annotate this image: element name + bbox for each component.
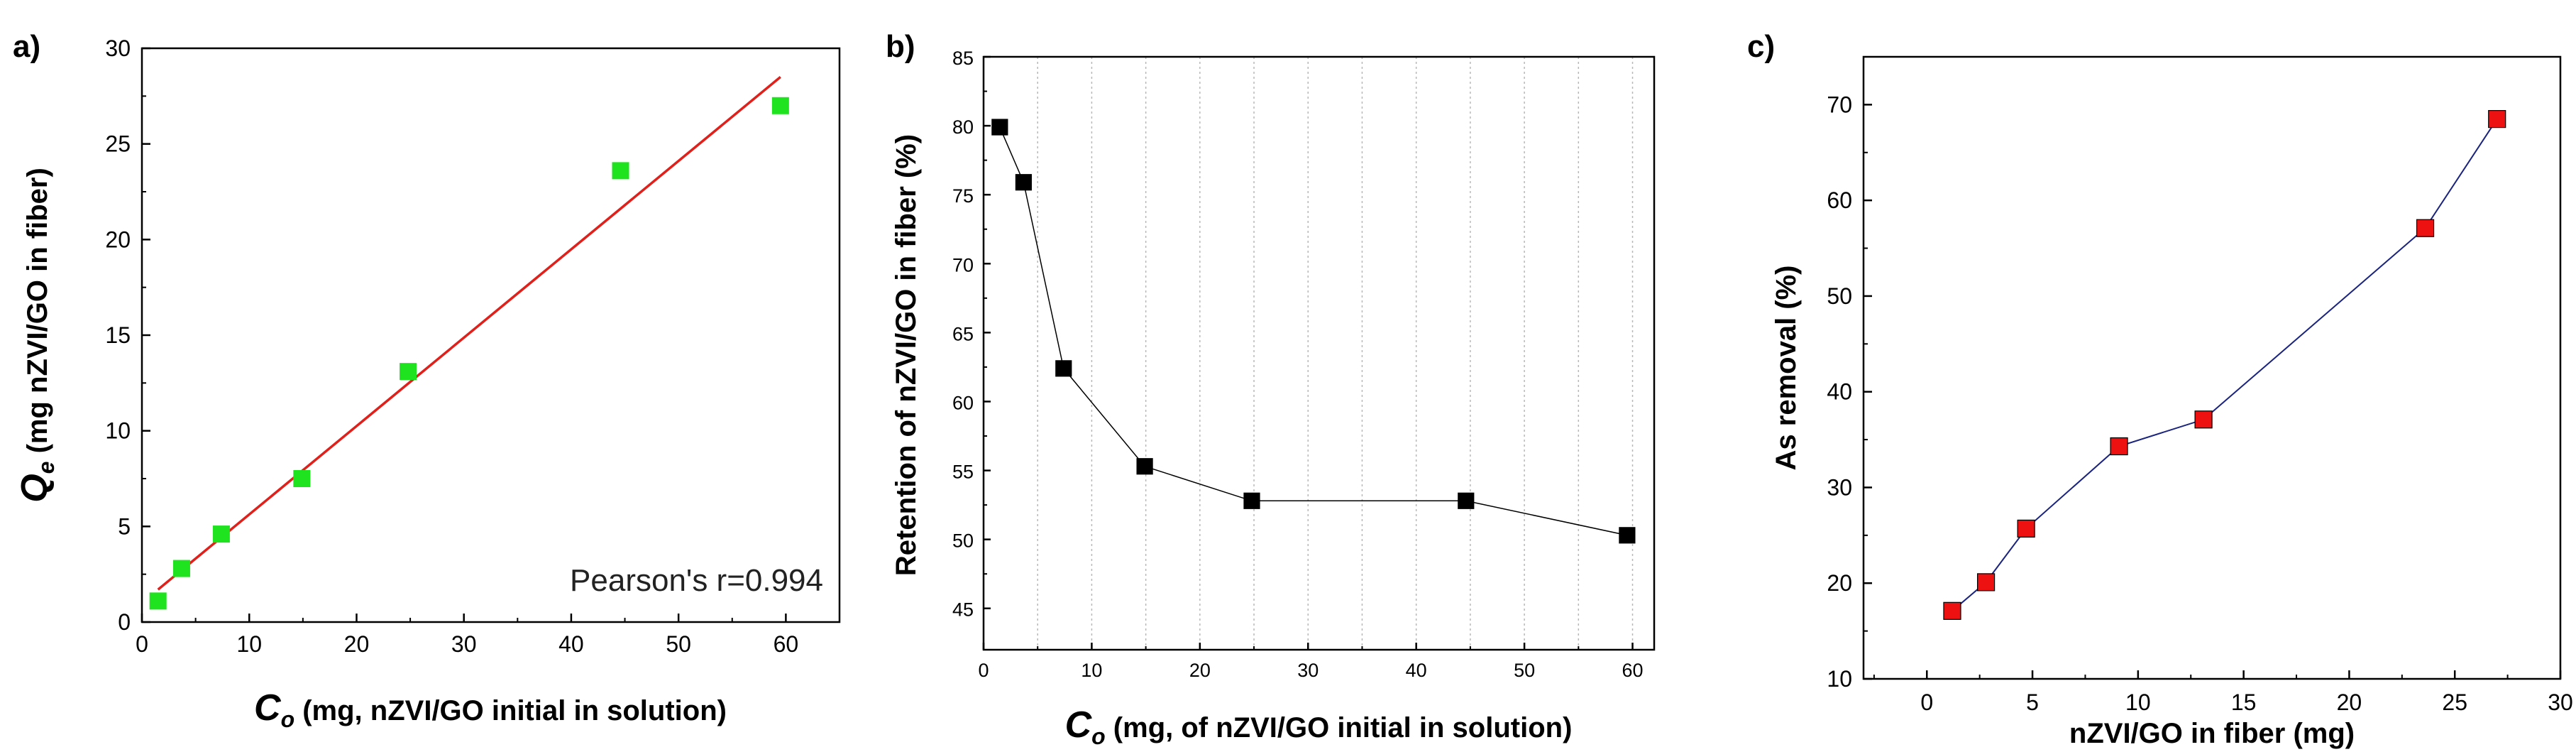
plot-frame-a [141, 47, 841, 623]
y-axis-title-a: Qe (mg nZVI/GO in fiber) [14, 168, 59, 503]
x-axis-title-c: nZVI/GO in fiber (mg) [2069, 718, 2355, 749]
x-tick-label: 25 [2442, 690, 2467, 715]
x-tick-label: 20 [2337, 690, 2362, 715]
x-tick-label: 30 [2548, 690, 2573, 715]
plot-frame-b [982, 55, 1656, 651]
x-axis-title-b: Co (mg, of nZVI/GO initial in solution) [1065, 704, 1573, 749]
y-tick-label: 70 [952, 254, 974, 276]
data-point-c [2488, 110, 2506, 129]
x-tick-label: 5 [2026, 690, 2039, 715]
y-tick-label: 20 [105, 227, 131, 252]
x-tick-label: 50 [1514, 660, 1535, 681]
y-tick-label: 70 [1827, 92, 1852, 117]
data-point-a [149, 592, 167, 610]
linear-fit-line [157, 76, 781, 591]
y-tick-label: 10 [1827, 666, 1852, 692]
data-point-b [1136, 458, 1153, 475]
y-tick-label: 55 [952, 462, 974, 483]
y-tick-label: 30 [105, 36, 131, 61]
data-point-b [1243, 492, 1260, 509]
x-tick-label: 60 [1622, 660, 1643, 681]
y-tick-label: 5 [118, 513, 131, 539]
panel-label-c: c) [1747, 29, 1775, 64]
y-tick-label: 65 [952, 323, 974, 344]
axis-tick-labels-c: 0 5 10 15 20 25 30 10 20 30 40 50 60 70 [1827, 92, 2572, 715]
y-tick-label: 15 [105, 322, 131, 348]
data-point-a [612, 162, 629, 180]
x-tick-label: 30 [451, 631, 477, 657]
y-tick-label: 40 [1827, 379, 1852, 405]
x-tick-label: 0 [136, 631, 148, 657]
data-markers-b [991, 119, 1636, 544]
x-tick-label: 10 [236, 631, 262, 657]
y-tick-label: 25 [105, 131, 131, 157]
x-tick-label: 20 [1189, 660, 1211, 681]
x-tick-label: 40 [558, 631, 584, 657]
chart-panel-a: a) 0 10 20 30 40 50 60 0 5 10 15 20 25 30 Pearson's r… [13, 29, 841, 732]
x-tick-label: 20 [344, 631, 370, 657]
data-point-a [212, 525, 230, 543]
x-tick-label: 40 [1406, 660, 1427, 681]
chart-panel-b: b) 0 10 20 30 40 50 60 45 50 55 60 65 70 75 80 85 Co (m… [886, 29, 1656, 749]
y-tick-label: 0 [118, 609, 131, 635]
data-markers-c [1943, 110, 2506, 620]
y-tick-label: 30 [1827, 474, 1852, 500]
axis-tick-labels-b: 0 10 20 30 40 50 60 45 50 55 60 65 70 75 80 85 [952, 48, 1644, 681]
y-tick-label: 80 [952, 116, 974, 138]
data-point-b [1015, 174, 1032, 191]
data-point-c [2416, 219, 2435, 237]
y-tick-label: 60 [1827, 187, 1852, 213]
x-grid-lines-b [1037, 57, 1634, 650]
y-tick-label: 45 [952, 599, 974, 621]
x-tick-label: 50 [666, 631, 691, 657]
y-tick-label: 75 [952, 185, 974, 207]
data-point-a [172, 560, 190, 577]
data-point-b [1458, 492, 1475, 509]
data-point-a [771, 97, 789, 114]
data-point-c [2110, 437, 2128, 456]
y-tick-label: 85 [952, 48, 974, 69]
data-point-c [2194, 410, 2213, 429]
y-tick-label: 20 [1827, 570, 1852, 596]
panel-label-a: a) [13, 29, 40, 64]
x-axis-title-a: Co (mg, nZVI/GO initial in solution) [254, 687, 727, 732]
y-tick-label: 60 [952, 392, 974, 413]
pearson-annotation: Pearson's r=0.994 [570, 563, 823, 598]
axis-ticks-b [982, 55, 1634, 650]
data-point-c [1943, 601, 1961, 620]
y-axis-title-c: As removal (%) [1771, 266, 1802, 471]
data-markers-a [149, 97, 789, 610]
data-point-a [293, 470, 311, 487]
retention-series-line [999, 126, 1628, 536]
y-axis-title-b: Retention of nZVI/GO in fiber (%) [891, 134, 922, 576]
x-tick-label: 10 [1081, 660, 1102, 681]
panel-label-b: b) [886, 29, 915, 64]
x-tick-label: 0 [1920, 690, 1933, 715]
y-tick-label: 50 [952, 530, 974, 552]
x-tick-label: 60 [774, 631, 799, 657]
axis-tick-labels-a: 0 10 20 30 40 50 60 0 5 10 15 20 25 30 [105, 36, 798, 657]
data-point-c [2017, 519, 2035, 538]
y-tick-label: 10 [105, 418, 131, 444]
x-tick-label: 10 [2125, 690, 2151, 715]
chart-panel-c: c) 0 5 10 15 20 25 30 10 20 30 40 50 60 70 nZVI/GO in… [1747, 29, 2573, 749]
plot-frame-c [1862, 55, 2562, 680]
data-point-b [1619, 527, 1636, 544]
x-tick-label: 0 [978, 660, 989, 681]
y-tick-label: 50 [1827, 283, 1852, 309]
data-point-b [1055, 360, 1072, 377]
data-point-c [1976, 573, 1996, 592]
axis-ticks-a [141, 47, 787, 623]
data-point-a [400, 363, 417, 381]
x-tick-label: 15 [2231, 690, 2257, 715]
axis-ticks-c [1864, 104, 2562, 680]
data-point-b [991, 119, 1008, 136]
x-tick-label: 30 [1297, 660, 1319, 681]
